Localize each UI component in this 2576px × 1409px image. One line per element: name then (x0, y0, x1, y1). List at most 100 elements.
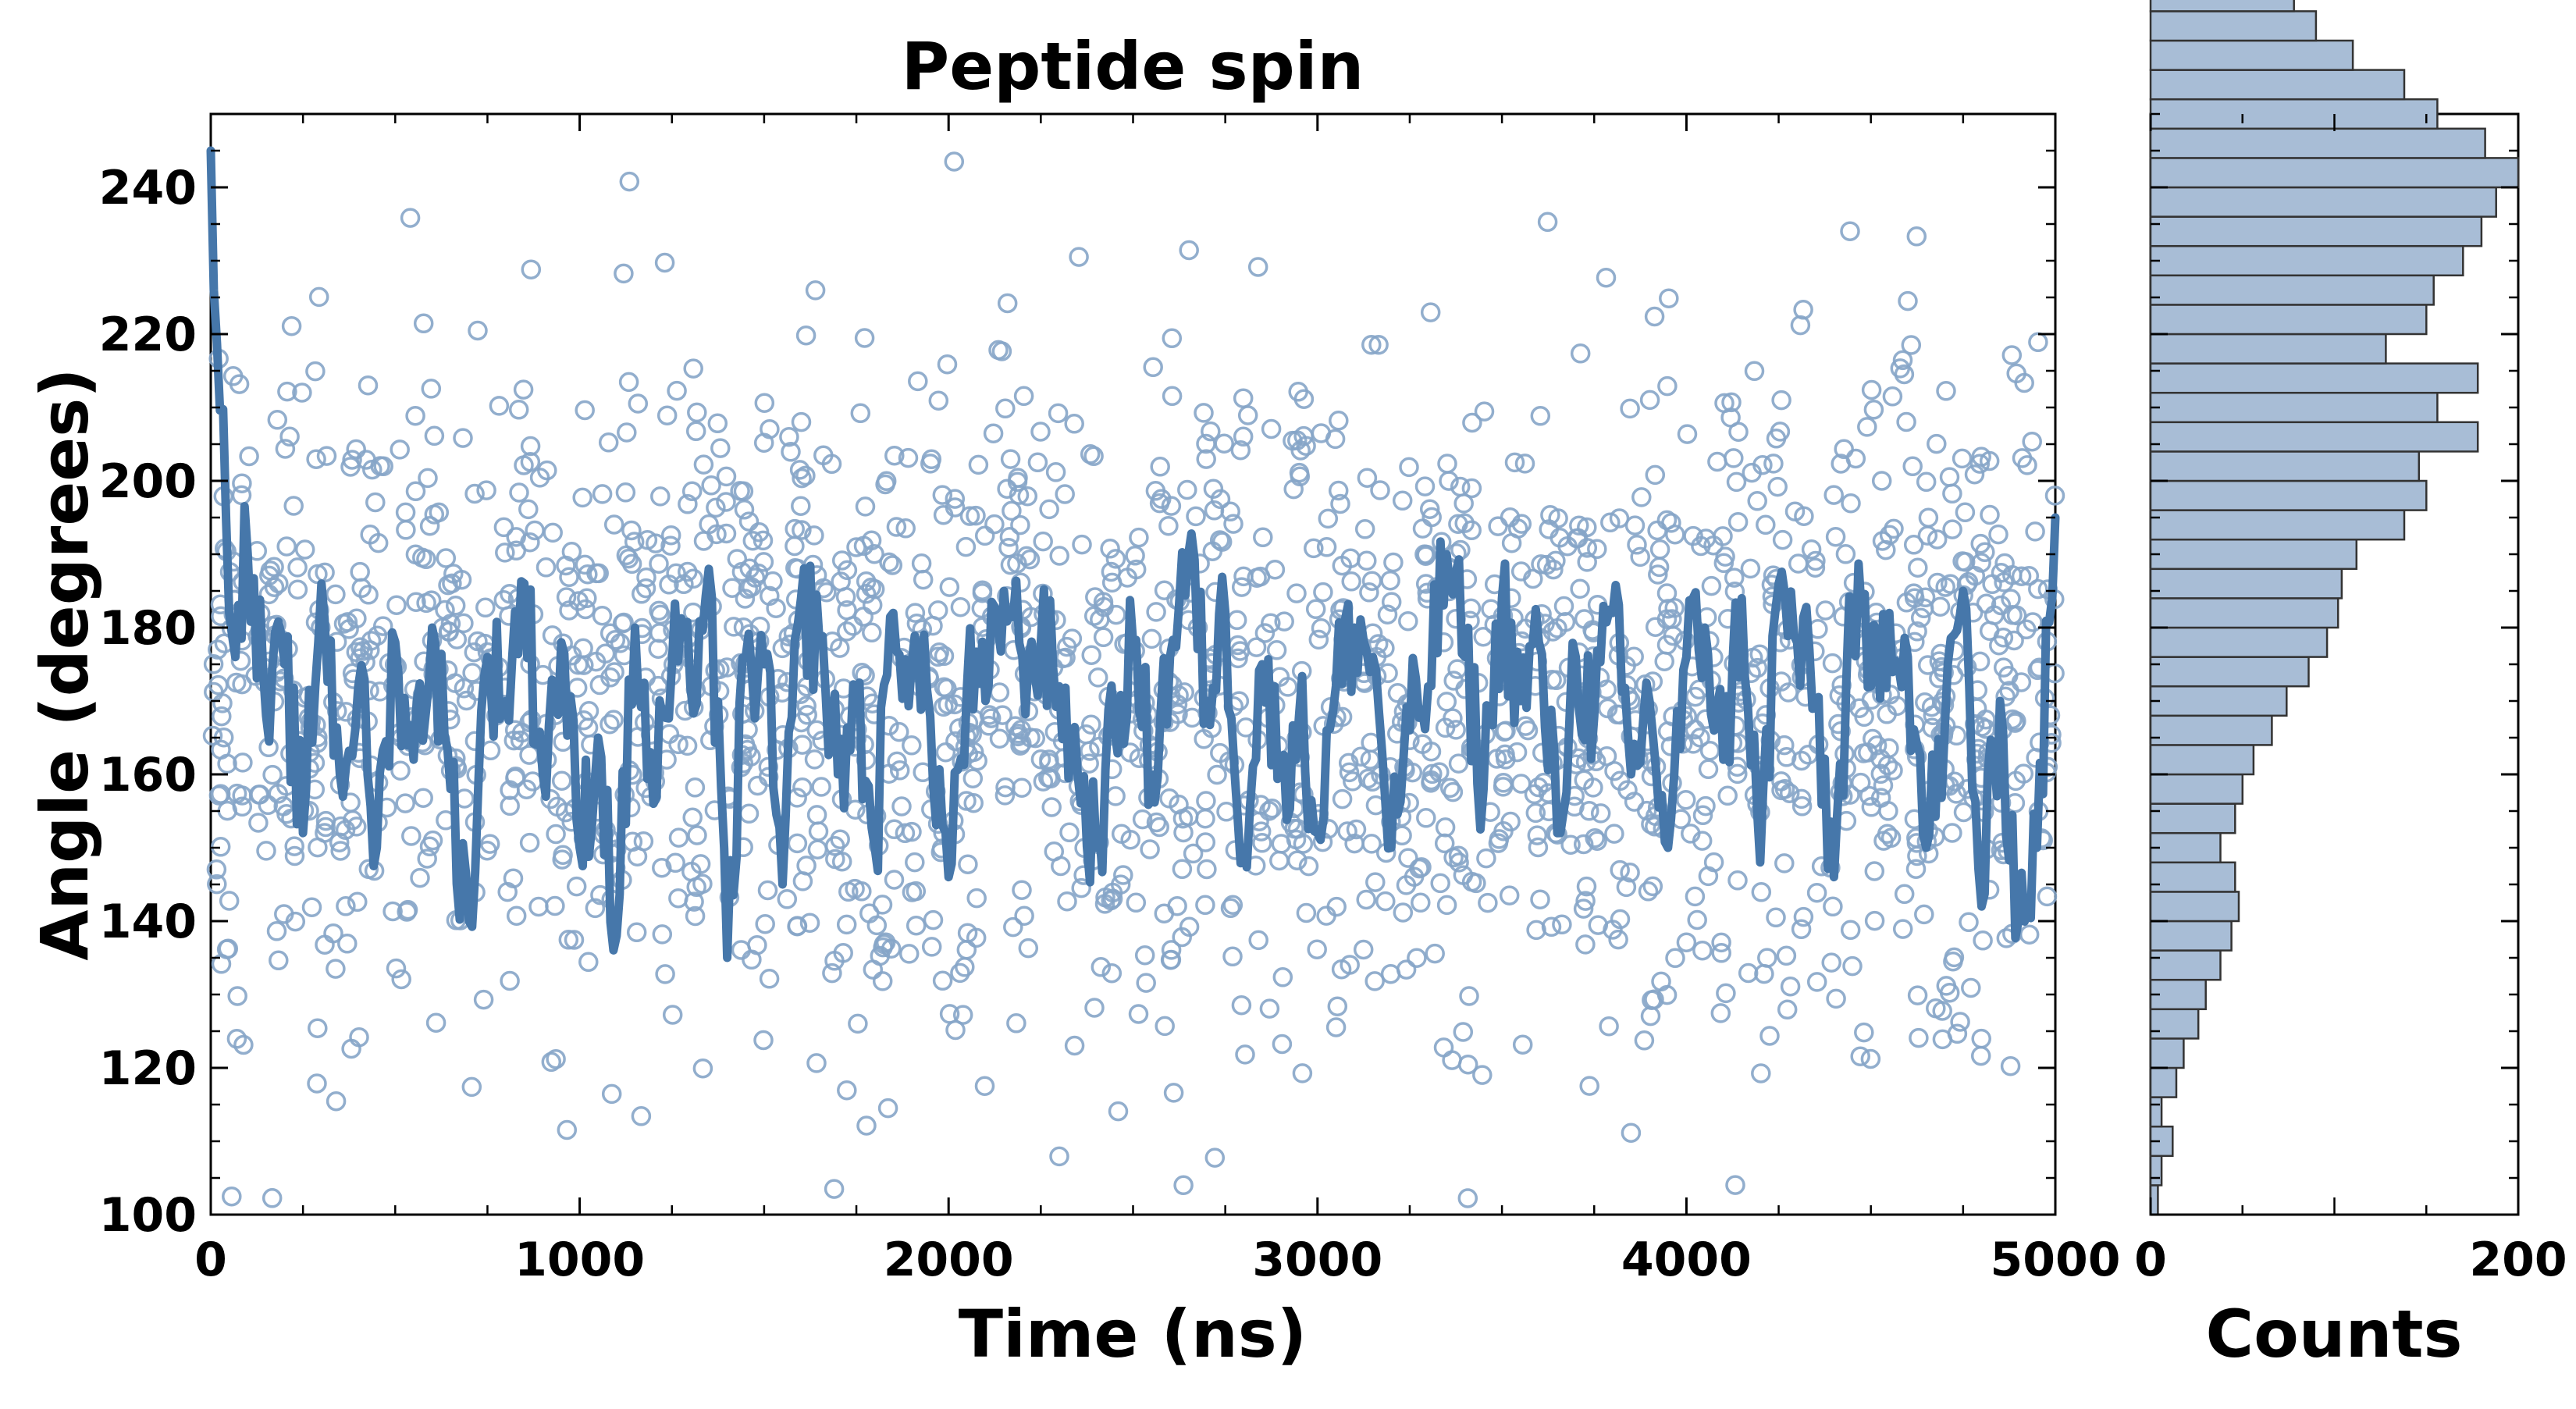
scatter-point (1574, 609, 1595, 629)
scatter-point (476, 480, 496, 500)
scatter-point (1019, 549, 1041, 570)
scatter-point (1711, 932, 1731, 953)
scatter-point (269, 950, 289, 971)
scatter-point (1286, 829, 1307, 850)
scatter-point (1287, 850, 1308, 870)
scatter-point (395, 502, 416, 523)
scatter-point (339, 619, 359, 639)
scatter-point (1624, 646, 1644, 667)
chart-title: Peptide spin (902, 28, 1364, 105)
scatter-point (1332, 788, 1353, 809)
scatter-point (1860, 1048, 1881, 1069)
x-tick-label: 2000 (884, 1233, 1014, 1287)
scatter-point (519, 745, 539, 765)
scatter-point (886, 517, 907, 537)
scatter-point (519, 832, 540, 853)
y-tick-label: 120 (99, 1041, 197, 1096)
scatter-point (1901, 335, 1922, 355)
scatter-point (2025, 521, 2045, 542)
scatter-point (980, 708, 1002, 728)
histogram-bar (2149, 509, 2406, 541)
scatter-point (1721, 392, 1742, 413)
scatter-point (287, 579, 308, 600)
scatter-point (898, 944, 920, 964)
histogram-bar (2149, 244, 2464, 277)
scatter-point (413, 788, 433, 808)
scatter-point (308, 286, 329, 308)
scatter-point (1488, 516, 1508, 536)
scatter-point (421, 590, 442, 610)
scatter-point (262, 764, 283, 785)
scatter-point (285, 911, 306, 932)
scatter-point (929, 642, 949, 663)
scatter-point (1416, 808, 1436, 828)
scatter-point (738, 511, 760, 532)
scatter-point (862, 595, 883, 615)
scatter-point (464, 483, 485, 504)
scatter-point (1259, 998, 1280, 1019)
scatter-point (473, 989, 494, 1010)
scatter-point (902, 882, 923, 902)
scatter-point (1793, 300, 1813, 320)
scatter-point (212, 706, 232, 727)
scatter-point (1826, 988, 1846, 1009)
scatter-point (1429, 762, 1450, 782)
scatter-point (1364, 971, 1385, 991)
scatter-point (1326, 896, 1347, 917)
scatter-point (1777, 999, 1798, 1020)
scatter-point (419, 836, 440, 857)
scatter-point (921, 449, 942, 470)
scatter-point (1476, 848, 1496, 869)
scatter-point (1665, 524, 1685, 545)
histogram-bar (2149, 626, 2329, 658)
scatter-point (1870, 763, 1891, 785)
scatter-point (1608, 929, 1628, 950)
histogram-bar (2149, 391, 2439, 424)
scatter-point (1691, 535, 1711, 557)
scatter-point (1907, 985, 1928, 1005)
scatter-point (232, 473, 252, 493)
scatter-point (1120, 829, 1140, 850)
scatter-point (799, 913, 820, 933)
scatter-point (1143, 357, 1163, 378)
scatter-point (906, 915, 927, 936)
scatter-point (1072, 534, 1092, 555)
histogram-bar (2149, 186, 2497, 218)
histogram-bar (2149, 597, 2339, 629)
scatter-point (440, 614, 461, 634)
scatter-point (724, 617, 744, 637)
scatter-point (716, 492, 736, 512)
scatter-point (624, 532, 645, 552)
scatter-point (681, 861, 702, 882)
scatter-point (336, 896, 356, 916)
scatter-point (760, 585, 780, 607)
scatter-point (216, 939, 237, 959)
scatter-point (791, 411, 812, 432)
scatter-point (891, 796, 912, 817)
scatter-point (1728, 422, 1749, 442)
scatter-point (1316, 537, 1337, 557)
scatter-point (1488, 833, 1509, 853)
scatter-point (1134, 945, 1155, 966)
scatter-point (575, 554, 596, 575)
scatter-point (1880, 827, 1902, 849)
scatter-point (1149, 817, 1169, 838)
scatter-point (1857, 417, 1877, 437)
scatter-point (1474, 401, 1495, 422)
scatter-point (1081, 645, 1101, 665)
scatter-point (1610, 859, 1630, 881)
scatter-point (1771, 780, 1791, 801)
scatter-point (1894, 884, 1915, 905)
scatter-point (1340, 548, 1361, 568)
scatter-point (333, 614, 354, 634)
scatter-point (1630, 546, 1650, 568)
scatter-point (1434, 833, 1455, 854)
scatter-point (2037, 886, 2058, 907)
scatter-point (701, 475, 721, 496)
scatter-point (1842, 955, 1863, 977)
scatter-point (627, 846, 648, 866)
histogram-bar (2149, 157, 2520, 189)
scatter-point (1930, 596, 1951, 617)
scatter-point (856, 571, 877, 592)
scatter-point (966, 505, 986, 526)
